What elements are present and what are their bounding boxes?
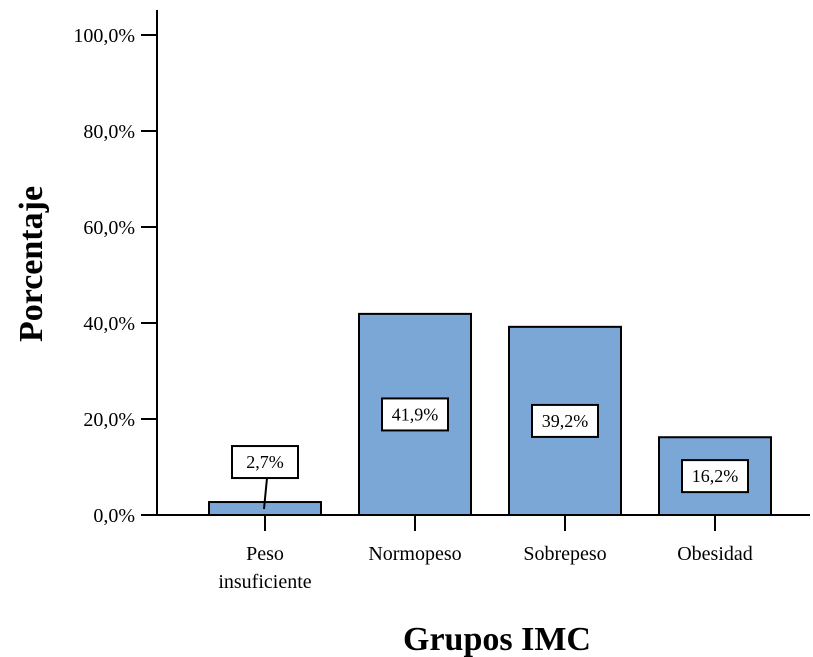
x-tick-label: Sobrepeso (523, 543, 606, 565)
y-tick-label: 20,0% (83, 409, 135, 431)
x-ticks: Peso insuficiente Normopeso Sobrepeso Obesid… (218, 515, 753, 593)
data-labels: 2,7% 41,9% 39,2% 16,2% (231, 397, 749, 510)
data-label-text: 41,9% (392, 404, 439, 424)
data-label: 16,2% (681, 459, 749, 494)
x-axis-title: Grupos IMC (403, 621, 591, 657)
data-label: 41,9% (381, 397, 449, 432)
y-tick-label: 60,0% (83, 217, 135, 239)
y-tick-label: 100,0% (73, 25, 135, 47)
data-label-text: 39,2% (542, 411, 589, 431)
data-label-box (231, 445, 299, 480)
y-axis-title: Porcentaje (13, 186, 50, 342)
data-label-box (531, 403, 599, 438)
data-label: 39,2% (531, 403, 599, 438)
y-tick-label: 0,0% (93, 505, 135, 527)
data-label-text: 16,2% (692, 466, 739, 486)
data-label-box (381, 397, 449, 432)
x-tick-label: Peso insuficiente (218, 543, 311, 593)
data-label: 2,7% (231, 445, 299, 510)
y-tick-label: 40,0% (83, 313, 135, 335)
data-label-text: 2,7% (246, 452, 284, 472)
y-ticks: 0,0% 20,0% 40,0% 60,0% 80,0% 100,0% (73, 25, 157, 527)
x-tick-label: Obesidad (677, 543, 753, 565)
x-tick-label: Normopeso (368, 543, 461, 565)
data-label-leader (263, 477, 268, 510)
data-label-box (681, 459, 749, 494)
y-tick-label: 80,0% (83, 121, 135, 143)
